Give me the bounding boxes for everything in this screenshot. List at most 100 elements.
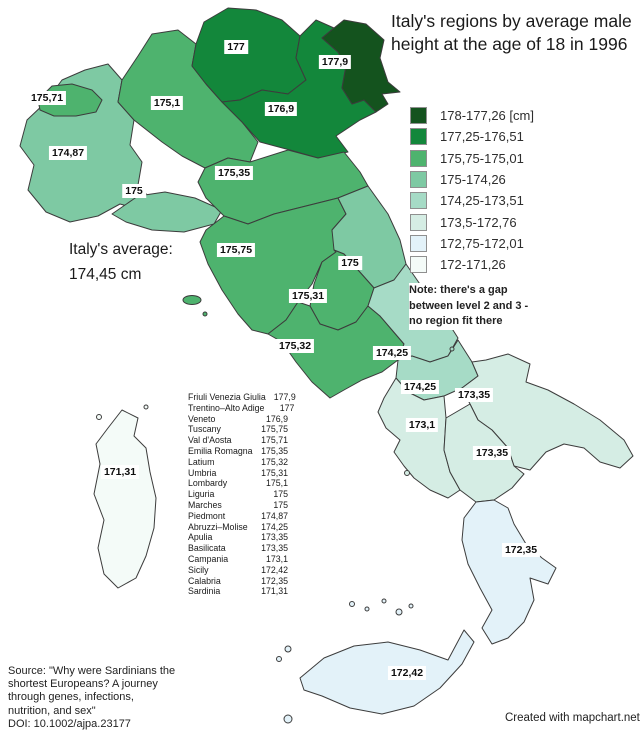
island-capri [404, 470, 410, 476]
table-region-value: 175,71 [261, 435, 288, 446]
table-region-name: Apulia [188, 532, 213, 543]
italy-average-callout: Italy's average: 174,45 cm [69, 241, 173, 284]
legend-color-swatch [410, 192, 427, 210]
table-row: Val d'Aosta 175,71 [188, 435, 288, 446]
table-region-value: 176,9 [265, 413, 288, 424]
map-value-label: 176,9 [264, 102, 298, 116]
table-region-value: 175 [273, 489, 288, 500]
legend-color-swatch [410, 234, 427, 252]
legend-color-swatch [410, 213, 427, 231]
table-row: Umbria 175,31 [188, 468, 288, 479]
table-region-name: Campania [188, 553, 229, 564]
map-value-label: 175,31 [288, 289, 328, 303]
table-row: Campania 173,1 [188, 554, 288, 565]
map-value-label: 177,9 [318, 55, 352, 69]
map-value-label: 174,25 [372, 346, 412, 360]
map-value-label: 174,25 [400, 380, 440, 394]
region-sicily [299, 629, 475, 715]
legend-item-label: 172,75-172,01 [440, 235, 524, 251]
legend-item-label: 177,25-176,51 [440, 129, 524, 145]
table-region-name: Calabria [188, 575, 221, 586]
legend-item-label: 175-174,26 [440, 172, 506, 188]
map-value-label: 175,71 [27, 91, 67, 105]
table-region-name: Liguria [188, 489, 215, 500]
table-region-name: Latium [188, 456, 215, 467]
map-value-label: 172,35 [501, 543, 541, 557]
map-value-label: 173,35 [472, 446, 512, 460]
legend-item: 174,25-173,51 [410, 190, 534, 211]
region-campania [377, 377, 461, 499]
island-egadi-1 [284, 645, 292, 653]
map-value-label: 175,1 [150, 96, 184, 110]
source-citation: Source: "Why were Sardinians the shortes… [8, 665, 176, 730]
island-elba [182, 295, 202, 305]
legend-color-swatch [410, 256, 427, 274]
table-region-value: 173,35 [261, 543, 288, 554]
island-aeolian-1 [349, 601, 355, 607]
table-region-name: Trentino–Alto Adige [188, 402, 265, 413]
table-row: Piedmont 174,87 [188, 511, 288, 522]
table-region-value: 175,35 [261, 445, 288, 456]
legend-item-label: 178-177,26 [cm] [440, 108, 534, 124]
table-row: Latium 175,32 [188, 457, 288, 468]
region-sardinia [93, 409, 157, 589]
island-tremiti [449, 346, 455, 352]
table-region-value: 175,1 [265, 478, 288, 489]
region-calabria [461, 499, 557, 645]
legend-item: 177,25-176,51 [410, 126, 534, 147]
table-region-name: Sardinia [188, 586, 221, 597]
island-pantelleria [283, 714, 293, 724]
table-row: Trentino–Alto Adige 177 [188, 402, 294, 414]
legend-item: 175-174,26 [410, 169, 534, 190]
legend-color-swatch [410, 128, 427, 146]
table-row: Emilia Romagna 175,35 [188, 446, 288, 457]
legend-item: 173,5-172,76 [410, 211, 534, 232]
table-region-name: Sicily [188, 564, 209, 575]
table-region-name: Veneto [188, 413, 216, 424]
map-value-label: 173,1 [405, 418, 439, 432]
table-region-value: 177 [279, 402, 295, 413]
table-region-name: Umbria [188, 467, 217, 478]
island-aeolian-5 [408, 603, 414, 609]
table-row: Abruzzi–Molise 174,25 [188, 522, 288, 533]
table-row: Marches 175 [188, 500, 288, 511]
table-row: Calabria 172,35 [188, 576, 288, 587]
table-row: Tuscany 175,75 [188, 424, 288, 435]
map-value-label: 175 [338, 256, 362, 270]
legend-item-label: 173,5-172,76 [440, 214, 517, 230]
table-region-value: 175 [273, 499, 288, 510]
map-value-label: 173,35 [454, 388, 494, 402]
legend-item: 175,75-175,01 [410, 148, 534, 169]
legend: 178-177,26 [cm] 177,25-176,51 175,75-175… [410, 105, 534, 275]
legend-item-label: 174,25-173,51 [440, 193, 524, 209]
table-region-name: Friuli Venezia Giulia [188, 392, 266, 402]
table-region-value: 174,87 [261, 510, 288, 521]
map-title: Italy's regions by average male height a… [391, 11, 632, 55]
legend-item: 172,75-172,01 [410, 233, 534, 254]
table-region-value: 175,32 [261, 456, 288, 467]
island-giglio [202, 311, 208, 317]
table-region-name: Tuscany [188, 424, 221, 435]
region-latium [267, 301, 405, 399]
table-region-name: Abruzzi–Molise [188, 521, 248, 532]
table-region-value: 173,1 [265, 553, 288, 564]
table-region-name: Emilia Romagna [188, 445, 253, 456]
legend-color-swatch [410, 149, 427, 167]
table-region-name: Marches [188, 499, 222, 510]
table-region-value: 174,25 [261, 521, 288, 532]
table-row: Lombardy 175,1 [188, 478, 288, 489]
map-value-label: 171,31 [100, 465, 140, 479]
table-region-name: Val d'Aosta [188, 435, 232, 446]
table-region-value: 172,42 [261, 564, 288, 575]
island-aeolian-2 [364, 606, 370, 612]
region-value-table: Friuli Venezia Giulia 177,9 Trentino–Alt… [188, 392, 296, 597]
table-region-value: 175,75 [261, 424, 288, 435]
map-value-label: 175,35 [214, 166, 254, 180]
table-region-name: Piedmont [188, 510, 226, 521]
legend-item: 172-171,26 [410, 254, 534, 275]
table-row: Sardinia 171,31 [188, 586, 288, 597]
map-value-label: 172,42 [387, 666, 427, 680]
map-value-label: 175,32 [275, 339, 315, 353]
legend-item-label: 172-171,26 [440, 257, 506, 273]
